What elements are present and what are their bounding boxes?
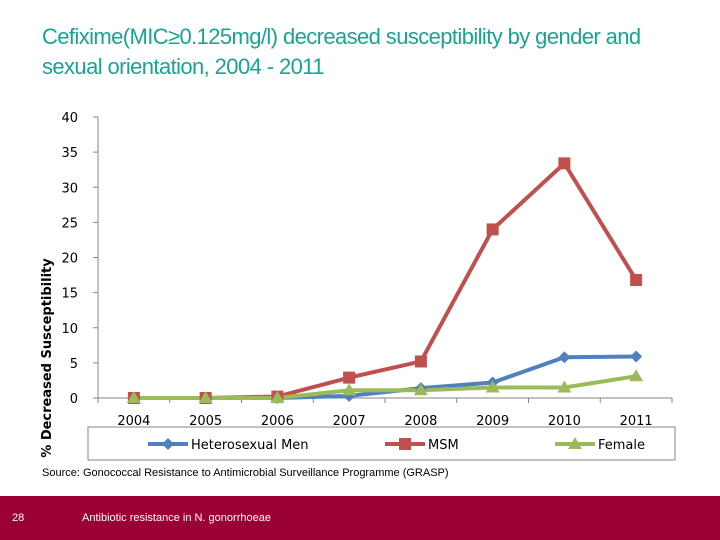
x-tick-label: 2007 xyxy=(333,414,366,429)
slide-title-line1: Cefixime(MIC≥0.125mg/l) decreased suscep… xyxy=(42,24,641,49)
x-tick-label: 2006 xyxy=(261,414,294,429)
data-point-female xyxy=(413,383,428,396)
data-point-heterosexual-men xyxy=(558,351,571,364)
legend-marker-female xyxy=(568,437,582,449)
x-tick-label: 2010 xyxy=(548,414,581,429)
data-point-msm xyxy=(558,157,571,170)
y-axis-ticks: 0 5 10 15 20 25 30 35 40 xyxy=(61,111,98,407)
legend-marker-msm xyxy=(399,438,411,450)
data-point-msm xyxy=(414,355,427,368)
y-tick-label: 25 xyxy=(61,216,78,231)
data-point-female xyxy=(198,391,213,403)
data-point-msm xyxy=(343,371,356,384)
x-axis-ticks: 2004 2005 2006 2007 2008 2009 2010 2011 xyxy=(97,398,673,429)
x-tick-label: 2005 xyxy=(189,414,222,429)
data-point-heterosexual-men xyxy=(630,350,643,363)
slide-title-line2: sexual orientation, 2004 - 2011 xyxy=(42,54,324,79)
footer-bar: 28 Antibiotic resistance in N. gonorrhoe… xyxy=(0,496,720,540)
y-tick-label: 15 xyxy=(61,287,78,302)
data-point-msm xyxy=(486,223,499,236)
y-tick-label: 20 xyxy=(61,252,78,267)
series-markers xyxy=(126,157,644,404)
data-point-msm xyxy=(630,273,643,286)
legend-label-female: Female xyxy=(598,438,645,453)
legend-label-msm: MSM xyxy=(428,438,459,453)
x-tick-label: 2009 xyxy=(476,414,509,429)
series-line-msm xyxy=(133,161,638,400)
y-tick-label: 35 xyxy=(61,146,78,161)
y-tick-label: 5 xyxy=(70,357,78,372)
slide-title: Cefixime(MIC≥0.125mg/l) decreased suscep… xyxy=(42,22,692,82)
series-lines xyxy=(133,161,638,400)
y-tick-label: 0 xyxy=(70,392,78,407)
legend-marker-heterosexual-men xyxy=(162,438,174,450)
chart-legend: Heterosexual Men MSM Female xyxy=(87,426,676,461)
legend-label-heterosexual-men: Heterosexual Men xyxy=(191,438,309,453)
series-line-female xyxy=(133,374,637,400)
page-number: 28 xyxy=(12,512,25,524)
y-tick-label: 40 xyxy=(61,111,78,126)
data-point-female xyxy=(557,380,572,393)
source-note: Source: Gonococcal Resistance to Antimic… xyxy=(42,467,449,479)
y-tick-label: 30 xyxy=(61,181,78,196)
data-point-female xyxy=(629,369,644,382)
y-tick-label: 10 xyxy=(61,322,78,337)
data-point-female xyxy=(270,391,285,403)
data-point-female xyxy=(485,380,500,393)
x-tick-label: 2004 xyxy=(117,414,150,429)
data-point-female xyxy=(342,383,357,396)
x-tick-label: 2011 xyxy=(620,414,653,429)
y-axis-label: % Decreased Susceptibility xyxy=(40,258,55,458)
footer-title: Antibiotic resistance in N. gonorrhoeae xyxy=(82,512,271,524)
data-point-female xyxy=(126,391,141,403)
x-tick-label: 2008 xyxy=(404,414,437,429)
